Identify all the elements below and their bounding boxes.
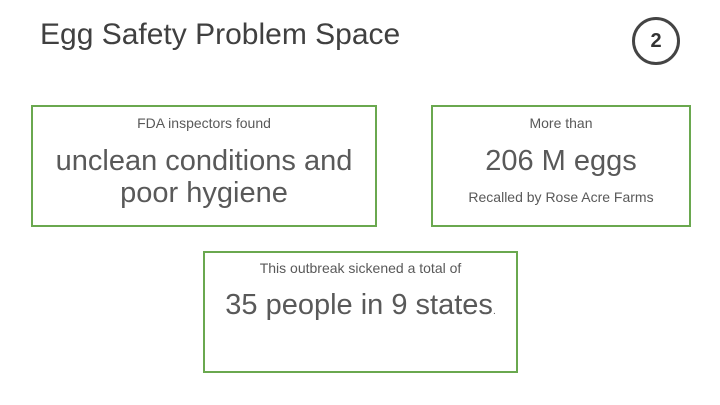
page-number-badge: 2 xyxy=(632,17,680,65)
inspection-headline: unclean conditions and poor hygiene xyxy=(55,145,353,209)
outbreak-intro: This outbreak sickened a total of xyxy=(259,260,462,276)
outbreak-headline-line: 35 people in 9 states. xyxy=(205,289,516,328)
inspection-intro: FDA inspectors found xyxy=(137,115,271,131)
inspection-findings-card: FDA inspectors found unclean conditions … xyxy=(31,105,377,227)
outbreak-headline: 35 people in 9 states xyxy=(225,289,493,321)
recall-caption: Recalled by Rose Acre Farms xyxy=(468,189,654,205)
page-number: 2 xyxy=(650,29,662,52)
egg-recall-card: More than 206 M eggs Recalled by Rose Ac… xyxy=(431,105,691,227)
outbreak-impact-card: This outbreak sickened a total of 35 peo… xyxy=(203,251,518,373)
recall-headline: 206 M eggs xyxy=(485,145,637,177)
recall-intro: More than xyxy=(529,115,593,131)
outbreak-trailing-period: . xyxy=(492,306,496,317)
slide-title: Egg Safety Problem Space xyxy=(40,18,401,51)
